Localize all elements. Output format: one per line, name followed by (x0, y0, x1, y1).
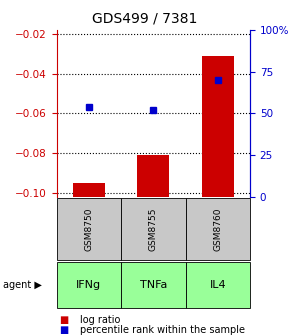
Text: IFNg: IFNg (76, 280, 101, 290)
Text: percentile rank within the sample: percentile rank within the sample (80, 325, 245, 335)
Text: ■: ■ (59, 315, 69, 325)
Text: log ratio: log ratio (80, 315, 120, 325)
Text: GSM8760: GSM8760 (213, 208, 222, 251)
Text: GSM8755: GSM8755 (149, 208, 158, 251)
Bar (202, 56, 234, 197)
Text: agent ▶: agent ▶ (3, 280, 42, 290)
Text: GSM8750: GSM8750 (84, 208, 93, 251)
Text: TNFa: TNFa (139, 280, 167, 290)
Bar (137, 155, 169, 197)
Text: ■: ■ (59, 325, 69, 335)
Bar (73, 183, 105, 197)
Text: GDS499 / 7381: GDS499 / 7381 (92, 12, 198, 26)
Text: IL4: IL4 (209, 280, 226, 290)
